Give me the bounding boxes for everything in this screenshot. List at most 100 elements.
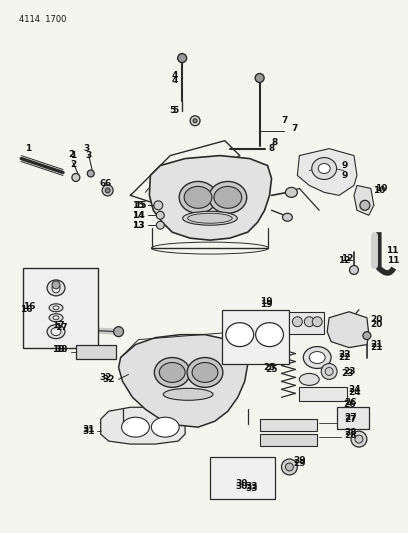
- Text: 19: 19: [260, 300, 273, 309]
- Text: 4: 4: [172, 71, 178, 80]
- Circle shape: [325, 367, 333, 375]
- Ellipse shape: [214, 187, 242, 208]
- Text: 9: 9: [342, 171, 348, 180]
- Bar: [210, 457, 275, 499]
- Text: 27: 27: [345, 413, 357, 422]
- Circle shape: [105, 188, 110, 193]
- Ellipse shape: [256, 322, 284, 346]
- Circle shape: [363, 332, 371, 340]
- Text: 14: 14: [132, 211, 145, 220]
- Text: 8: 8: [271, 138, 277, 147]
- Ellipse shape: [49, 304, 63, 312]
- Circle shape: [255, 74, 264, 83]
- Circle shape: [350, 265, 359, 274]
- Text: 16: 16: [23, 302, 35, 311]
- Text: 2: 2: [68, 150, 74, 159]
- Bar: [222, 310, 289, 365]
- Ellipse shape: [184, 187, 212, 208]
- Text: 16: 16: [20, 305, 33, 314]
- Text: 30: 30: [235, 482, 248, 491]
- Text: 21: 21: [370, 340, 383, 349]
- Text: 27: 27: [345, 415, 357, 424]
- Bar: [259, 434, 317, 446]
- Bar: [23, 268, 98, 348]
- Text: 15: 15: [132, 201, 145, 210]
- Text: 6: 6: [104, 179, 111, 188]
- Ellipse shape: [122, 417, 149, 437]
- Ellipse shape: [209, 181, 247, 213]
- Text: 26: 26: [343, 400, 355, 409]
- Bar: [259, 419, 317, 431]
- Circle shape: [154, 201, 163, 210]
- Circle shape: [190, 116, 200, 126]
- Circle shape: [304, 317, 314, 327]
- Text: 7: 7: [291, 124, 297, 133]
- Ellipse shape: [52, 283, 60, 293]
- Circle shape: [351, 431, 367, 447]
- Bar: [289, 312, 324, 334]
- Text: 10: 10: [375, 184, 387, 193]
- Circle shape: [321, 364, 337, 379]
- Text: 21: 21: [370, 343, 383, 352]
- Text: 8: 8: [268, 144, 275, 153]
- Circle shape: [312, 317, 322, 327]
- Ellipse shape: [187, 358, 223, 387]
- Text: 12: 12: [338, 255, 350, 264]
- Text: 10: 10: [373, 186, 385, 195]
- Text: 5: 5: [172, 106, 178, 115]
- Text: 14: 14: [132, 211, 145, 220]
- Text: 6: 6: [100, 179, 106, 188]
- Ellipse shape: [299, 374, 319, 385]
- Text: 17: 17: [55, 323, 67, 332]
- Circle shape: [360, 200, 370, 211]
- Text: 18: 18: [52, 345, 64, 354]
- Circle shape: [193, 119, 197, 123]
- Text: 29: 29: [293, 459, 306, 469]
- Polygon shape: [327, 312, 369, 348]
- Circle shape: [72, 173, 80, 181]
- Text: 28: 28: [345, 431, 357, 440]
- Bar: [76, 345, 115, 359]
- Bar: [337, 407, 369, 429]
- Text: 4: 4: [172, 76, 178, 85]
- Ellipse shape: [286, 188, 297, 197]
- Ellipse shape: [51, 328, 61, 336]
- Text: 3: 3: [84, 144, 90, 153]
- Circle shape: [102, 185, 113, 196]
- Text: 15: 15: [134, 201, 147, 210]
- Text: 32: 32: [100, 373, 112, 382]
- Circle shape: [113, 327, 124, 337]
- Polygon shape: [218, 467, 245, 487]
- Text: 25: 25: [263, 363, 276, 372]
- Text: 22: 22: [338, 350, 350, 359]
- Text: 19: 19: [260, 297, 273, 306]
- Text: 11: 11: [386, 246, 399, 255]
- Ellipse shape: [318, 164, 330, 173]
- Text: 3: 3: [86, 151, 92, 160]
- Polygon shape: [119, 335, 248, 427]
- Text: 29: 29: [293, 456, 306, 465]
- Polygon shape: [101, 407, 185, 444]
- Polygon shape: [354, 185, 374, 215]
- Text: 7: 7: [281, 116, 288, 125]
- Circle shape: [156, 221, 164, 229]
- Text: 24: 24: [349, 385, 361, 394]
- Polygon shape: [149, 156, 272, 240]
- Ellipse shape: [226, 322, 254, 346]
- Text: 2: 2: [70, 160, 76, 169]
- Text: 4114  1700: 4114 1700: [19, 15, 67, 25]
- Text: 23: 23: [343, 367, 355, 376]
- Text: 20: 20: [370, 315, 383, 324]
- Text: 31: 31: [82, 426, 95, 435]
- Circle shape: [52, 281, 60, 289]
- Text: 13: 13: [132, 221, 145, 230]
- Bar: [299, 387, 347, 401]
- Ellipse shape: [183, 211, 237, 225]
- Text: 24: 24: [349, 388, 361, 397]
- Text: 26: 26: [345, 398, 357, 407]
- Text: 17: 17: [52, 321, 64, 330]
- Text: 33: 33: [246, 484, 258, 494]
- Text: 12: 12: [341, 254, 353, 263]
- Circle shape: [282, 459, 297, 475]
- Text: 28: 28: [345, 427, 357, 437]
